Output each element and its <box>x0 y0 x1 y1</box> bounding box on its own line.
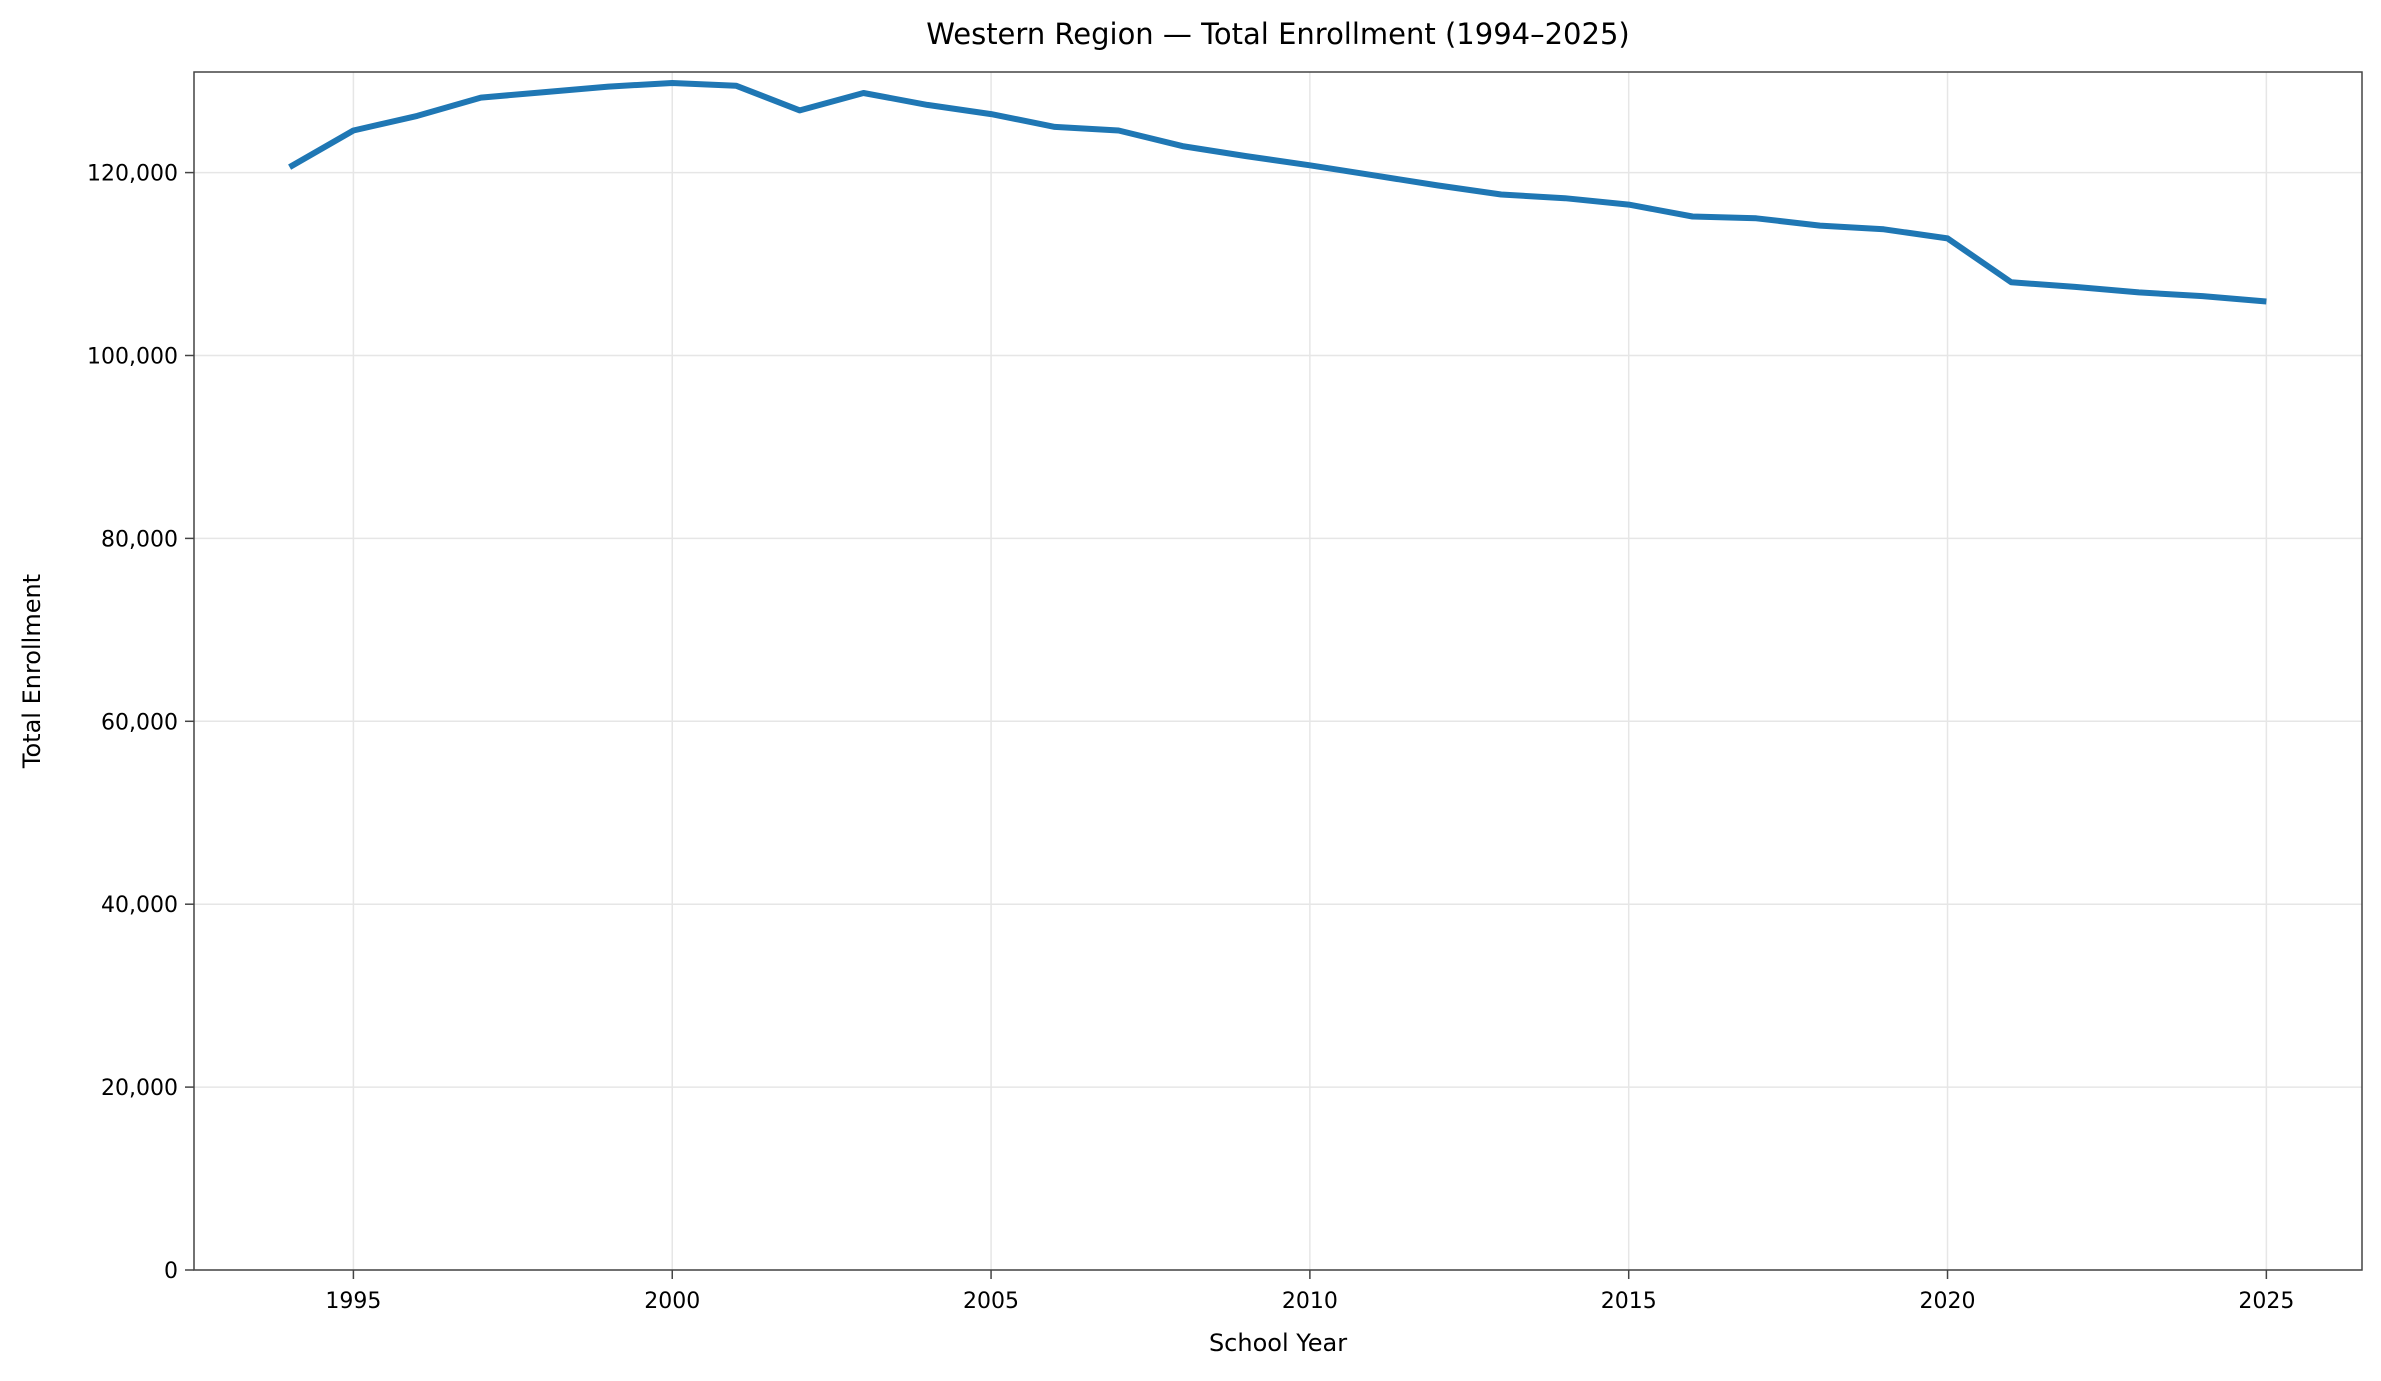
x-tick-label: 2025 <box>2238 1289 2294 1314</box>
x-axis-label: School Year <box>1209 1329 1347 1357</box>
x-tick-label: 2020 <box>1920 1289 1976 1314</box>
axis-ticks: 1995 2000 2005 2010 2015 2020 2025 0 20,000 40,00… <box>87 162 2294 1314</box>
y-tick-label: 0 <box>164 1259 178 1284</box>
plot-area-frame <box>193 71 2363 1271</box>
y-tick-label: 60,000 <box>101 710 178 735</box>
x-tick-label: 2015 <box>1601 1289 1657 1314</box>
y-tick-label: 40,000 <box>101 893 178 918</box>
grid-lines <box>194 72 2362 1271</box>
y-tick-label: 20,000 <box>101 1076 178 1101</box>
y-axis-label: Total Enrollment <box>18 574 46 769</box>
y-tick-label: 80,000 <box>101 527 178 552</box>
y-tick-label: 120,000 <box>87 162 178 187</box>
series-line <box>288 80 2267 305</box>
x-tick-label: 2010 <box>1282 1289 1338 1314</box>
x-tick-label: 1995 <box>325 1289 381 1314</box>
x-tick-label: 2000 <box>644 1289 700 1314</box>
chart-title: Western Region — Total Enrollment (1994–… <box>926 17 1629 51</box>
x-tick-label: 2005 <box>963 1289 1019 1314</box>
series-layer <box>288 80 2267 305</box>
y-tick-label: 100,000 <box>87 344 178 369</box>
